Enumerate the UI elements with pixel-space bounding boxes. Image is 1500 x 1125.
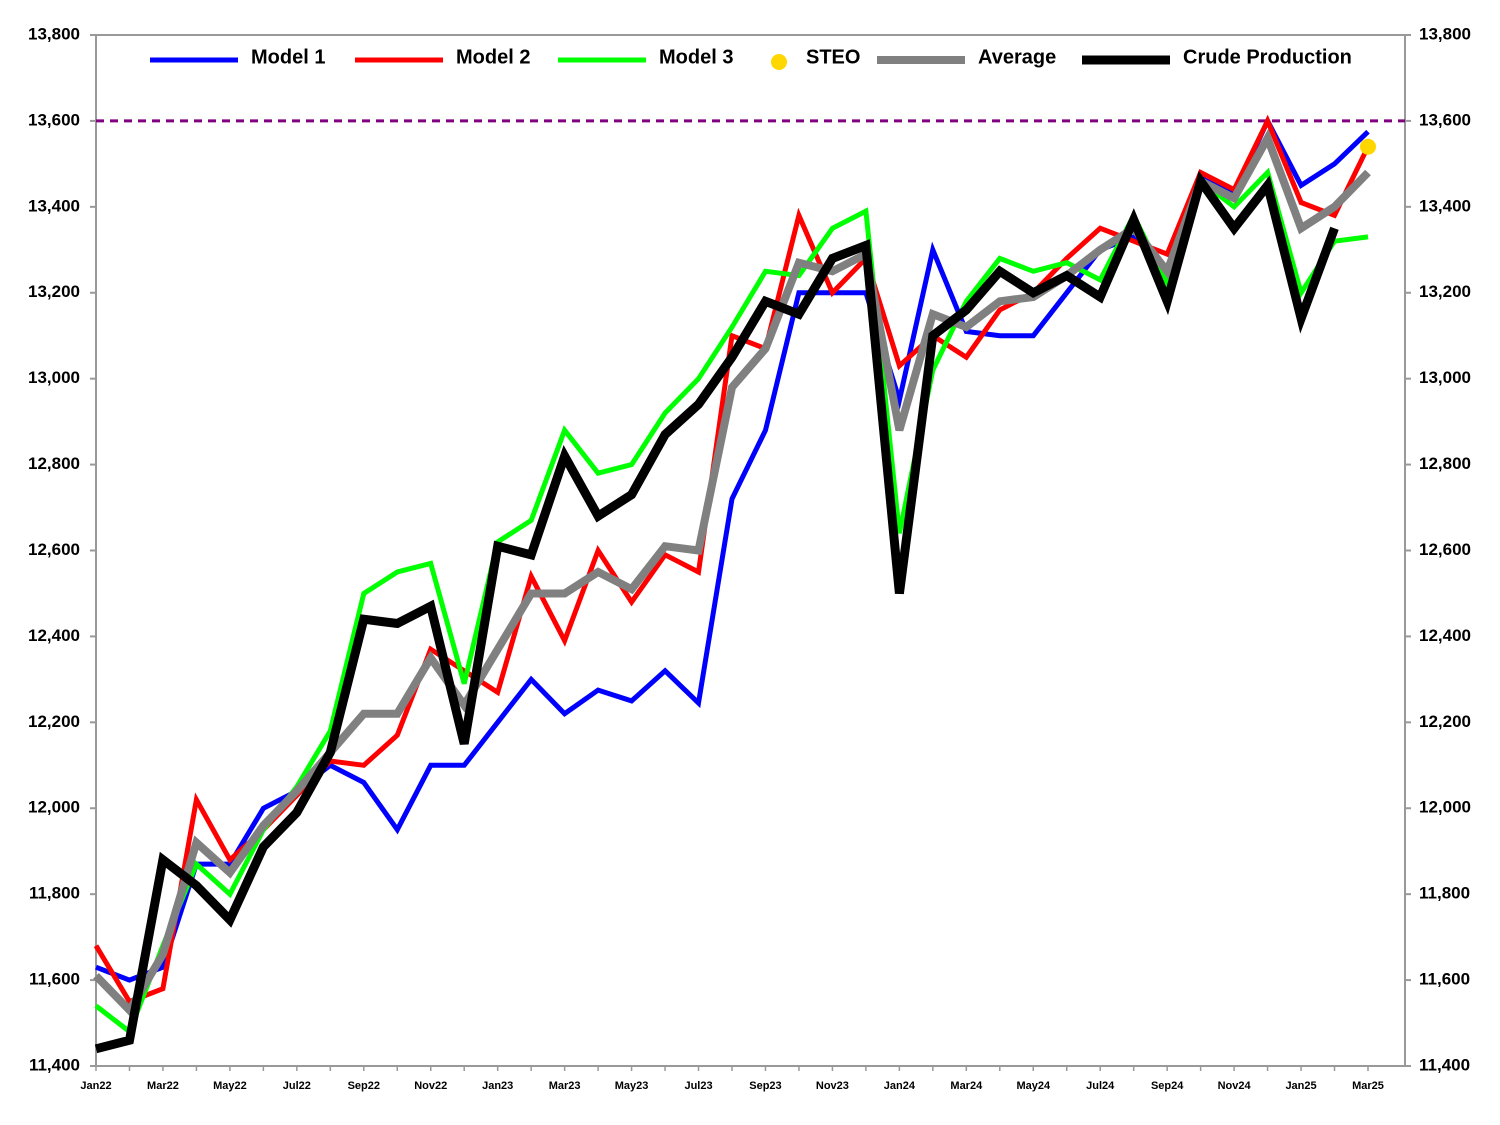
legend-label: Average xyxy=(978,46,1056,68)
series-line xyxy=(94,167,1369,1036)
x-tick-label: Jan24 xyxy=(884,1080,916,1092)
y-tick-label: 13,200 xyxy=(28,282,80,301)
x-tick-label: May23 xyxy=(615,1080,649,1092)
y-tick-label: 12,400 xyxy=(28,626,80,645)
x-tick-label: Nov23 xyxy=(816,1080,849,1092)
x-tick-label: Mar25 xyxy=(1352,1080,1384,1092)
y2-tick-label: 13,800 xyxy=(1419,24,1471,43)
x-tick-label: Jul24 xyxy=(1086,1080,1115,1092)
y2-tick-label: 12,000 xyxy=(1419,798,1471,817)
legend-label: Model 1 xyxy=(251,46,325,68)
x-tick-label: Sep23 xyxy=(749,1080,781,1092)
x-tick-label: Mar24 xyxy=(950,1080,983,1092)
y2-tick-label: 13,200 xyxy=(1419,282,1471,301)
y2-tick-label: 13,600 xyxy=(1419,110,1471,129)
legend-marker xyxy=(771,54,787,70)
y-tick-label: 11,800 xyxy=(29,884,80,903)
y2-tick-label: 12,400 xyxy=(1419,626,1471,645)
y2-tick-label: 11,800 xyxy=(1419,884,1470,903)
x-tick-label: Sep24 xyxy=(1151,1080,1184,1092)
y-tick-label: 13,800 xyxy=(28,24,80,43)
legend-label: Crude Production xyxy=(1183,46,1352,68)
x-tick-label: Mar23 xyxy=(549,1080,581,1092)
y2-tick-label: 12,600 xyxy=(1419,540,1471,559)
x-tick-label: Nov24 xyxy=(1218,1080,1252,1092)
legend-label: STEO xyxy=(806,46,860,68)
y2-tick-label: 13,000 xyxy=(1419,368,1471,387)
x-tick-label: Jan23 xyxy=(482,1080,513,1092)
x-tick-label: Jul22 xyxy=(283,1080,311,1092)
steo-point xyxy=(1360,138,1376,155)
y-tick-label: 11,400 xyxy=(29,1055,80,1074)
y-tick-label: 12,200 xyxy=(28,712,80,731)
y2-tick-label: 11,600 xyxy=(1419,970,1470,989)
series-line xyxy=(93,128,1371,1017)
y2-tick-label: 11,400 xyxy=(1419,1055,1470,1074)
y-tick-label: 12,800 xyxy=(28,454,80,473)
x-tick-label: Jan25 xyxy=(1285,1080,1316,1092)
x-tick-label: Mar22 xyxy=(147,1080,179,1092)
y2-tick-label: 12,200 xyxy=(1419,712,1471,731)
series-line xyxy=(94,170,1339,1054)
y-tick-label: 13,600 xyxy=(28,110,80,129)
x-tick-label: Jul23 xyxy=(684,1080,712,1092)
x-tick-label: May24 xyxy=(1016,1080,1051,1092)
x-tick-label: Jan22 xyxy=(80,1080,111,1092)
y-tick-label: 13,400 xyxy=(28,196,80,215)
y-tick-label: 12,000 xyxy=(28,798,80,817)
legend-label: Model 2 xyxy=(456,46,530,68)
y-tick-label: 12,600 xyxy=(28,540,80,559)
y2-tick-label: 13,400 xyxy=(1419,196,1471,215)
y-tick-label: 11,600 xyxy=(29,970,80,989)
y-tick-label: 13,000 xyxy=(28,368,80,387)
x-tick-label: Sep22 xyxy=(348,1080,380,1092)
y2-tick-label: 12,800 xyxy=(1419,454,1471,473)
legend-label: Model 3 xyxy=(659,46,733,68)
x-tick-label: Nov22 xyxy=(414,1080,447,1092)
x-tick-label: May22 xyxy=(213,1080,247,1092)
